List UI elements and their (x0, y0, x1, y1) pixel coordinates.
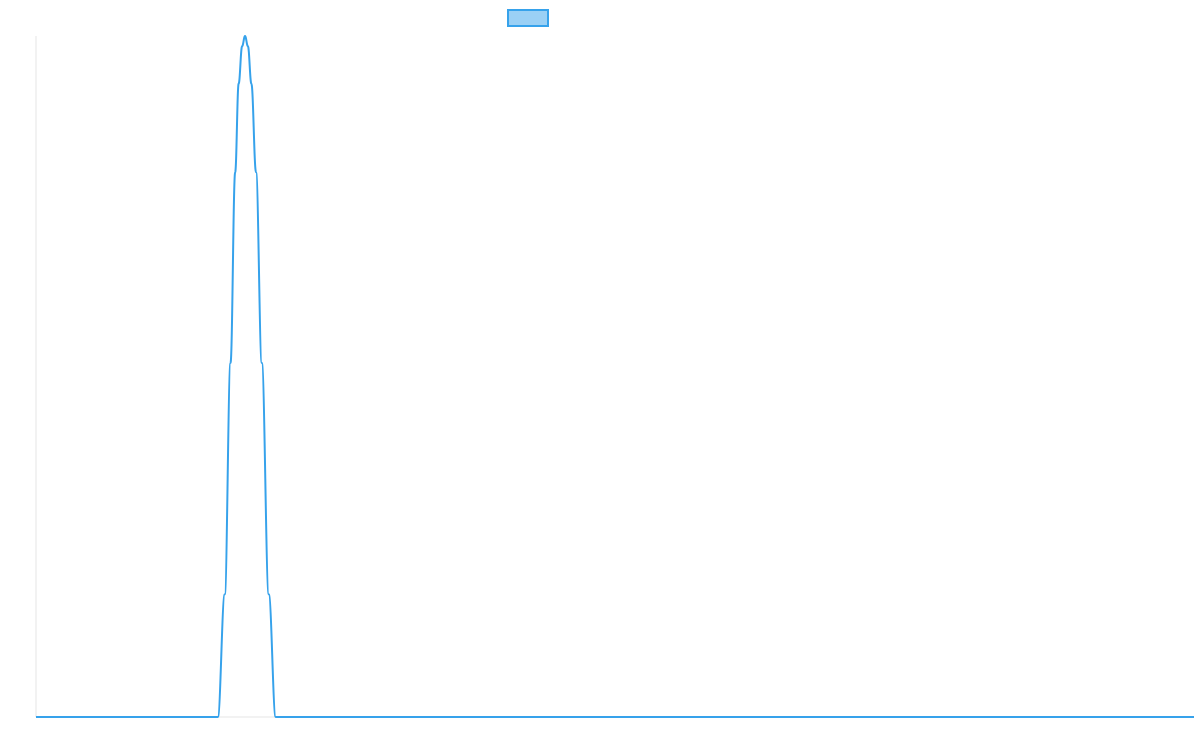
legend-swatch-0[interactable] (507, 9, 549, 27)
legend[interactable] (507, 9, 549, 27)
axes (35, 36, 1194, 718)
series-line-0[interactable] (35, 35, 1194, 719)
series-layer (35, 35, 1194, 719)
